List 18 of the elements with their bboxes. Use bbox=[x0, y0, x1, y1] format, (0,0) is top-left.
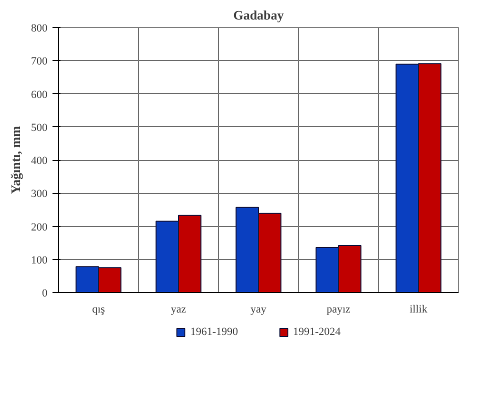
y-tick-label: 600 bbox=[31, 88, 48, 101]
legend-label: 1991-2024 bbox=[293, 326, 341, 338]
y-tick-label: 500 bbox=[31, 122, 48, 134]
y-tick-label: 800 bbox=[31, 22, 48, 34]
y-tick-label: 300 bbox=[31, 188, 48, 200]
y-tick-label: 0 bbox=[42, 288, 48, 300]
y-tick-label: 700 bbox=[31, 56, 48, 68]
x-tick-label: qış bbox=[92, 304, 105, 316]
x-tick-label: yay bbox=[250, 304, 267, 316]
x-tick-label: illik bbox=[410, 304, 428, 316]
y-tick-label: 100 bbox=[31, 254, 48, 266]
x-tick-label: yaz bbox=[170, 304, 186, 316]
legend-label: 1961-1990 bbox=[190, 326, 238, 338]
y-axis-title: Yağıntı, mm bbox=[8, 126, 23, 194]
y-tick-label: 400 bbox=[31, 155, 48, 167]
chart-title: Gadabay bbox=[233, 8, 284, 22]
x-tick-label: payız bbox=[326, 304, 351, 316]
y-tick-label: 200 bbox=[31, 221, 48, 234]
